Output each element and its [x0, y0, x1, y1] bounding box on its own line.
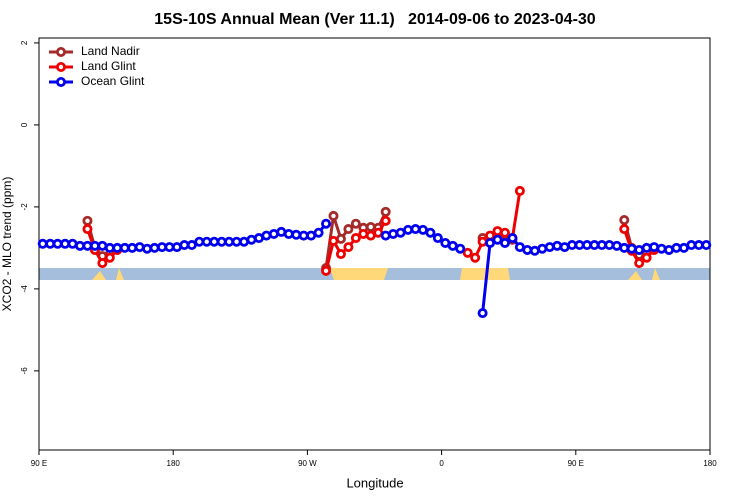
- data-point: [335, 249, 346, 260]
- y-tick-label: 2: [20, 40, 29, 45]
- y-tick-label: 0: [20, 122, 29, 127]
- data-point: [104, 252, 115, 263]
- data-point: [492, 234, 503, 245]
- data-point: [649, 242, 660, 253]
- legend-label: Land Nadir: [81, 44, 140, 58]
- data-point: [470, 252, 481, 263]
- data-point: [641, 242, 652, 253]
- x-tick-label: 180: [167, 459, 181, 468]
- data-point: [343, 242, 354, 253]
- data-point: [619, 242, 630, 253]
- data-point: [380, 215, 391, 226]
- data-point: [127, 242, 138, 253]
- data-point: [410, 224, 421, 235]
- data-point: [82, 224, 93, 235]
- data-point: [619, 215, 630, 226]
- data-point: [634, 258, 645, 269]
- data-point: [552, 240, 563, 251]
- data-point: [343, 224, 354, 235]
- data-point: [328, 235, 339, 246]
- data-point: [291, 229, 302, 240]
- data-point: [350, 233, 361, 244]
- x-axis-title: Longitude: [346, 475, 403, 490]
- y-axis-title: XCO2 - MLO trend (ppm): [0, 177, 14, 312]
- data-point: [97, 258, 108, 269]
- data-point: [403, 224, 414, 235]
- y-tick-label: -6: [20, 367, 29, 375]
- data-point: [350, 218, 361, 229]
- x-tick-label: 90 E: [31, 459, 47, 468]
- data-point: [134, 242, 145, 253]
- x-tick-label: 90 E: [568, 459, 584, 468]
- data-point: [82, 215, 93, 226]
- land-patch: [460, 268, 510, 280]
- data-point: [492, 226, 503, 237]
- data-point: [499, 237, 510, 248]
- legend-marker: [56, 77, 67, 88]
- data-point: [701, 240, 712, 251]
- data-point: [619, 224, 630, 235]
- data-point: [149, 242, 160, 253]
- y-tick-label: -4: [20, 285, 29, 293]
- data-point: [656, 243, 667, 254]
- x-tick-label: 0: [439, 459, 444, 468]
- legend-marker: [56, 47, 67, 58]
- data-point: [514, 185, 525, 196]
- data-point: [365, 221, 376, 232]
- data-point: [261, 230, 272, 241]
- data-point: [321, 265, 332, 276]
- land-ocean-strip: [39, 268, 710, 280]
- legend-label: Ocean Glint: [81, 74, 145, 88]
- land-patch: [628, 271, 642, 280]
- land-patch: [92, 271, 106, 280]
- data-point: [328, 210, 339, 221]
- data-point: [477, 236, 488, 247]
- data-point: [507, 233, 518, 244]
- land-patch: [652, 268, 660, 280]
- data-point: [283, 228, 294, 239]
- land-patch: [330, 268, 388, 280]
- data-point: [432, 233, 443, 244]
- data-point: [321, 218, 332, 229]
- data-point: [380, 206, 391, 217]
- chart-title: 15S-10S Annual Mean (Ver 11.1) 2014-09-0…: [154, 11, 596, 28]
- data-point: [142, 243, 153, 254]
- land-patch: [116, 268, 124, 280]
- data-point: [380, 230, 391, 241]
- data-point: [462, 247, 473, 258]
- data-point: [477, 308, 488, 319]
- data-point: [246, 234, 257, 245]
- legend-marker: [56, 62, 67, 73]
- data-point: [186, 240, 197, 251]
- data-point: [358, 228, 369, 239]
- data-point: [544, 242, 555, 253]
- data-point: [455, 243, 466, 254]
- data-point: [425, 227, 436, 238]
- legend-label: Land Glint: [81, 59, 136, 73]
- y-tick-label: -2: [20, 203, 29, 211]
- data-point: [641, 252, 652, 263]
- data-point: [537, 243, 548, 254]
- data-point: [604, 240, 615, 251]
- x-tick-label: 180: [703, 459, 717, 468]
- data-point: [313, 227, 324, 238]
- data-point: [626, 243, 637, 254]
- data-point: [499, 227, 510, 238]
- x-tick-label: 90 W: [298, 459, 317, 468]
- data-point: [388, 228, 399, 239]
- data-point: [522, 244, 533, 255]
- data-point: [485, 237, 496, 248]
